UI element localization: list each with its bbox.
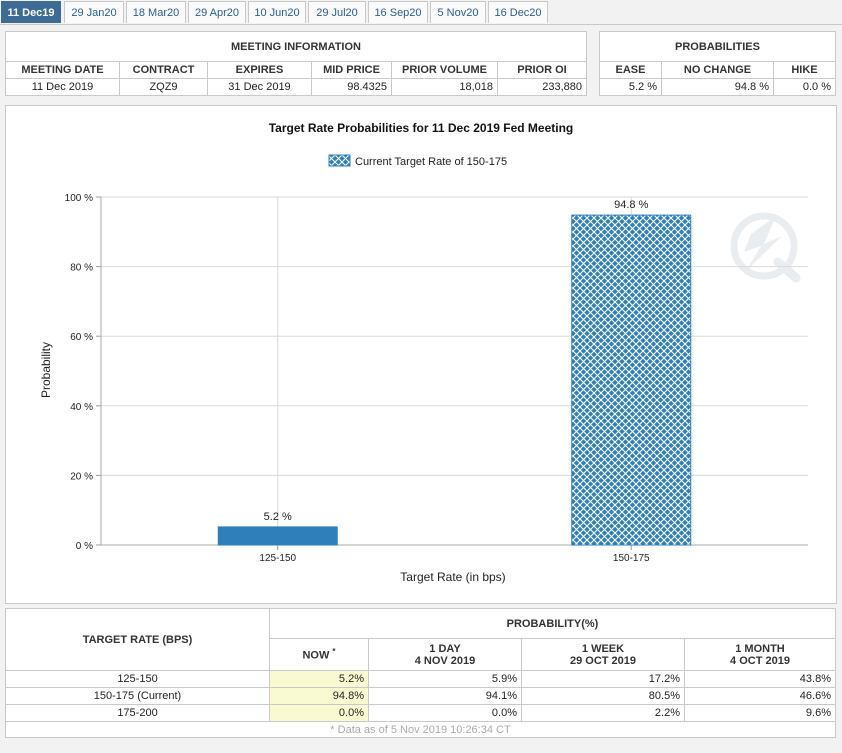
meeting-tabs: 11 Dec19 29 Jan20 18 Mar20 29 Apr20 10 J… xyxy=(0,0,842,25)
y-tick-label: 0 % xyxy=(76,541,93,552)
meeting-info-table: MEETING INFORMATION MEETING DATE CONTRAC… xyxy=(5,31,587,96)
tab-10-jun20[interactable]: 10 Jun20 xyxy=(248,1,306,23)
probabilities-title: PROBABILITIES xyxy=(599,31,836,62)
col-hike: HIKE xyxy=(773,61,836,79)
prior-volume-value: 18,018 xyxy=(391,78,498,96)
data-footnote: * Data as of 5 Nov 2019 10:26:34 CT xyxy=(5,721,836,738)
col-1-day: 1 DAY 4 NOV 2019 xyxy=(368,638,522,671)
x-tick-label: 150-175 xyxy=(613,553,650,564)
col-1-month: 1 MONTH 4 OCT 2019 xyxy=(684,638,836,671)
col-meeting-date: MEETING DATE xyxy=(5,61,120,79)
tab-29-apr20[interactable]: 29 Apr20 xyxy=(188,1,246,23)
rate-cell: 125-150 xyxy=(5,670,270,688)
tab-5-nov20[interactable]: 5 Nov20 xyxy=(430,1,486,23)
x-tick-label: 125-150 xyxy=(259,553,296,564)
now-cell: 94.8% xyxy=(269,687,369,705)
col-1-month-label: 1 MONTH xyxy=(735,642,785,655)
tab-18-mar20[interactable]: 18 Mar20 xyxy=(126,1,186,23)
x-axis-label: Target Rate (in bps) xyxy=(400,570,505,584)
tab-11-dec19[interactable]: 11 Dec19 xyxy=(1,1,61,23)
col-1-day-date: 4 NOV 2019 xyxy=(414,654,476,667)
legend-swatch xyxy=(328,154,351,167)
col-1-week: 1 WEEK 29 OCT 2019 xyxy=(521,638,685,671)
month-cell: 43.8% xyxy=(684,670,836,688)
bar-data-label: 5.2 % xyxy=(264,511,292,523)
table-row: 150-175 (Current) 94.8% 94.1% 80.5% 46.6… xyxy=(5,687,836,705)
tab-29-jan20[interactable]: 29 Jan20 xyxy=(64,1,124,23)
chart-panel: Target Rate Probabilities for 11 Dec 201… xyxy=(5,105,837,604)
week-cell: 17.2% xyxy=(521,670,685,688)
contract-value: ZQZ9 xyxy=(119,78,208,96)
col-now-label: NOW xyxy=(302,649,330,662)
table-row: 125-150 5.2% 5.9% 17.2% 43.8% xyxy=(5,670,836,688)
col-1-week-date: 29 OCT 2019 xyxy=(569,654,637,667)
table-row: 175-200 0.0% 0.0% 2.2% 9.6% xyxy=(5,704,836,722)
mid-price-value: 98.4325 xyxy=(311,78,392,96)
probability-history-table: TARGET RATE (BPS) PROBABILITY(%) NOW * 1… xyxy=(5,608,836,738)
now-cell: 5.2% xyxy=(269,670,369,688)
tab-16-dec20[interactable]: 16 Dec20 xyxy=(488,1,548,23)
col-expires: EXPIRES xyxy=(207,61,312,79)
col-mid-price: MID PRICE xyxy=(311,61,392,79)
meeting-date-value: 11 Dec 2019 xyxy=(5,78,120,96)
col-ease: EASE xyxy=(599,61,662,79)
tab-16-sep20[interactable]: 16 Sep20 xyxy=(368,1,428,23)
bar-data-label: 94.8 % xyxy=(614,199,648,211)
probability-chart: Target Rate Probabilities for 11 Dec 201… xyxy=(39,121,808,584)
no-change-value: 94.8 % xyxy=(661,78,774,96)
y-tick-label: 100 % xyxy=(65,193,93,204)
hike-value: 0.0 % xyxy=(773,78,836,96)
probability-group-header: PROBABILITY(%) xyxy=(269,608,836,639)
col-1-day-label: 1 DAY xyxy=(429,642,461,655)
col-no-change: NO CHANGE xyxy=(661,61,774,79)
ease-value: 5.2 % xyxy=(599,78,662,96)
prior-oi-value: 233,880 xyxy=(497,78,587,96)
chart-title: Target Rate Probabilities for 11 Dec 201… xyxy=(269,121,574,135)
month-cell: 46.6% xyxy=(684,687,836,705)
y-tick-label: 80 % xyxy=(70,263,93,274)
y-tick-label: 20 % xyxy=(70,471,93,482)
meeting-info-title: MEETING INFORMATION xyxy=(5,31,587,62)
probabilities-table: PROBABILITIES EASE NO CHANGE HIKE 5.2 % … xyxy=(599,31,836,96)
watermark-logo-icon xyxy=(730,212,801,283)
bar-150-175 xyxy=(571,214,692,546)
y-tick-label: 60 % xyxy=(70,332,93,343)
target-rate-header: TARGET RATE (BPS) xyxy=(5,608,270,671)
legend-label[interactable]: Current Target Rate of 150-175 xyxy=(355,156,507,168)
col-now-mark: * xyxy=(332,647,336,657)
col-prior-oi: PRIOR OI xyxy=(497,61,587,79)
col-1-month-date: 4 OCT 2019 xyxy=(730,654,790,667)
day-cell: 94.1% xyxy=(368,687,522,705)
expires-value: 31 Dec 2019 xyxy=(207,78,312,96)
y-axis-label: Probability xyxy=(39,342,53,398)
week-cell: 2.2% xyxy=(521,704,685,722)
y-tick-label: 40 % xyxy=(70,402,93,413)
month-cell: 9.6% xyxy=(684,704,836,722)
col-now: NOW * xyxy=(269,638,369,671)
now-cell: 0.0% xyxy=(269,704,369,722)
day-cell: 0.0% xyxy=(368,704,522,722)
col-contract: CONTRACT xyxy=(119,61,208,79)
rate-cell: 175-200 xyxy=(5,704,270,722)
bar-125-150 xyxy=(217,526,338,546)
col-1-week-label: 1 WEEK xyxy=(581,642,625,655)
day-cell: 5.9% xyxy=(368,670,522,688)
tab-29-jul20[interactable]: 29 Jul20 xyxy=(308,1,366,23)
week-cell: 80.5% xyxy=(521,687,685,705)
rate-cell: 150-175 (Current) xyxy=(5,687,270,705)
col-prior-volume: PRIOR VOLUME xyxy=(391,61,498,79)
